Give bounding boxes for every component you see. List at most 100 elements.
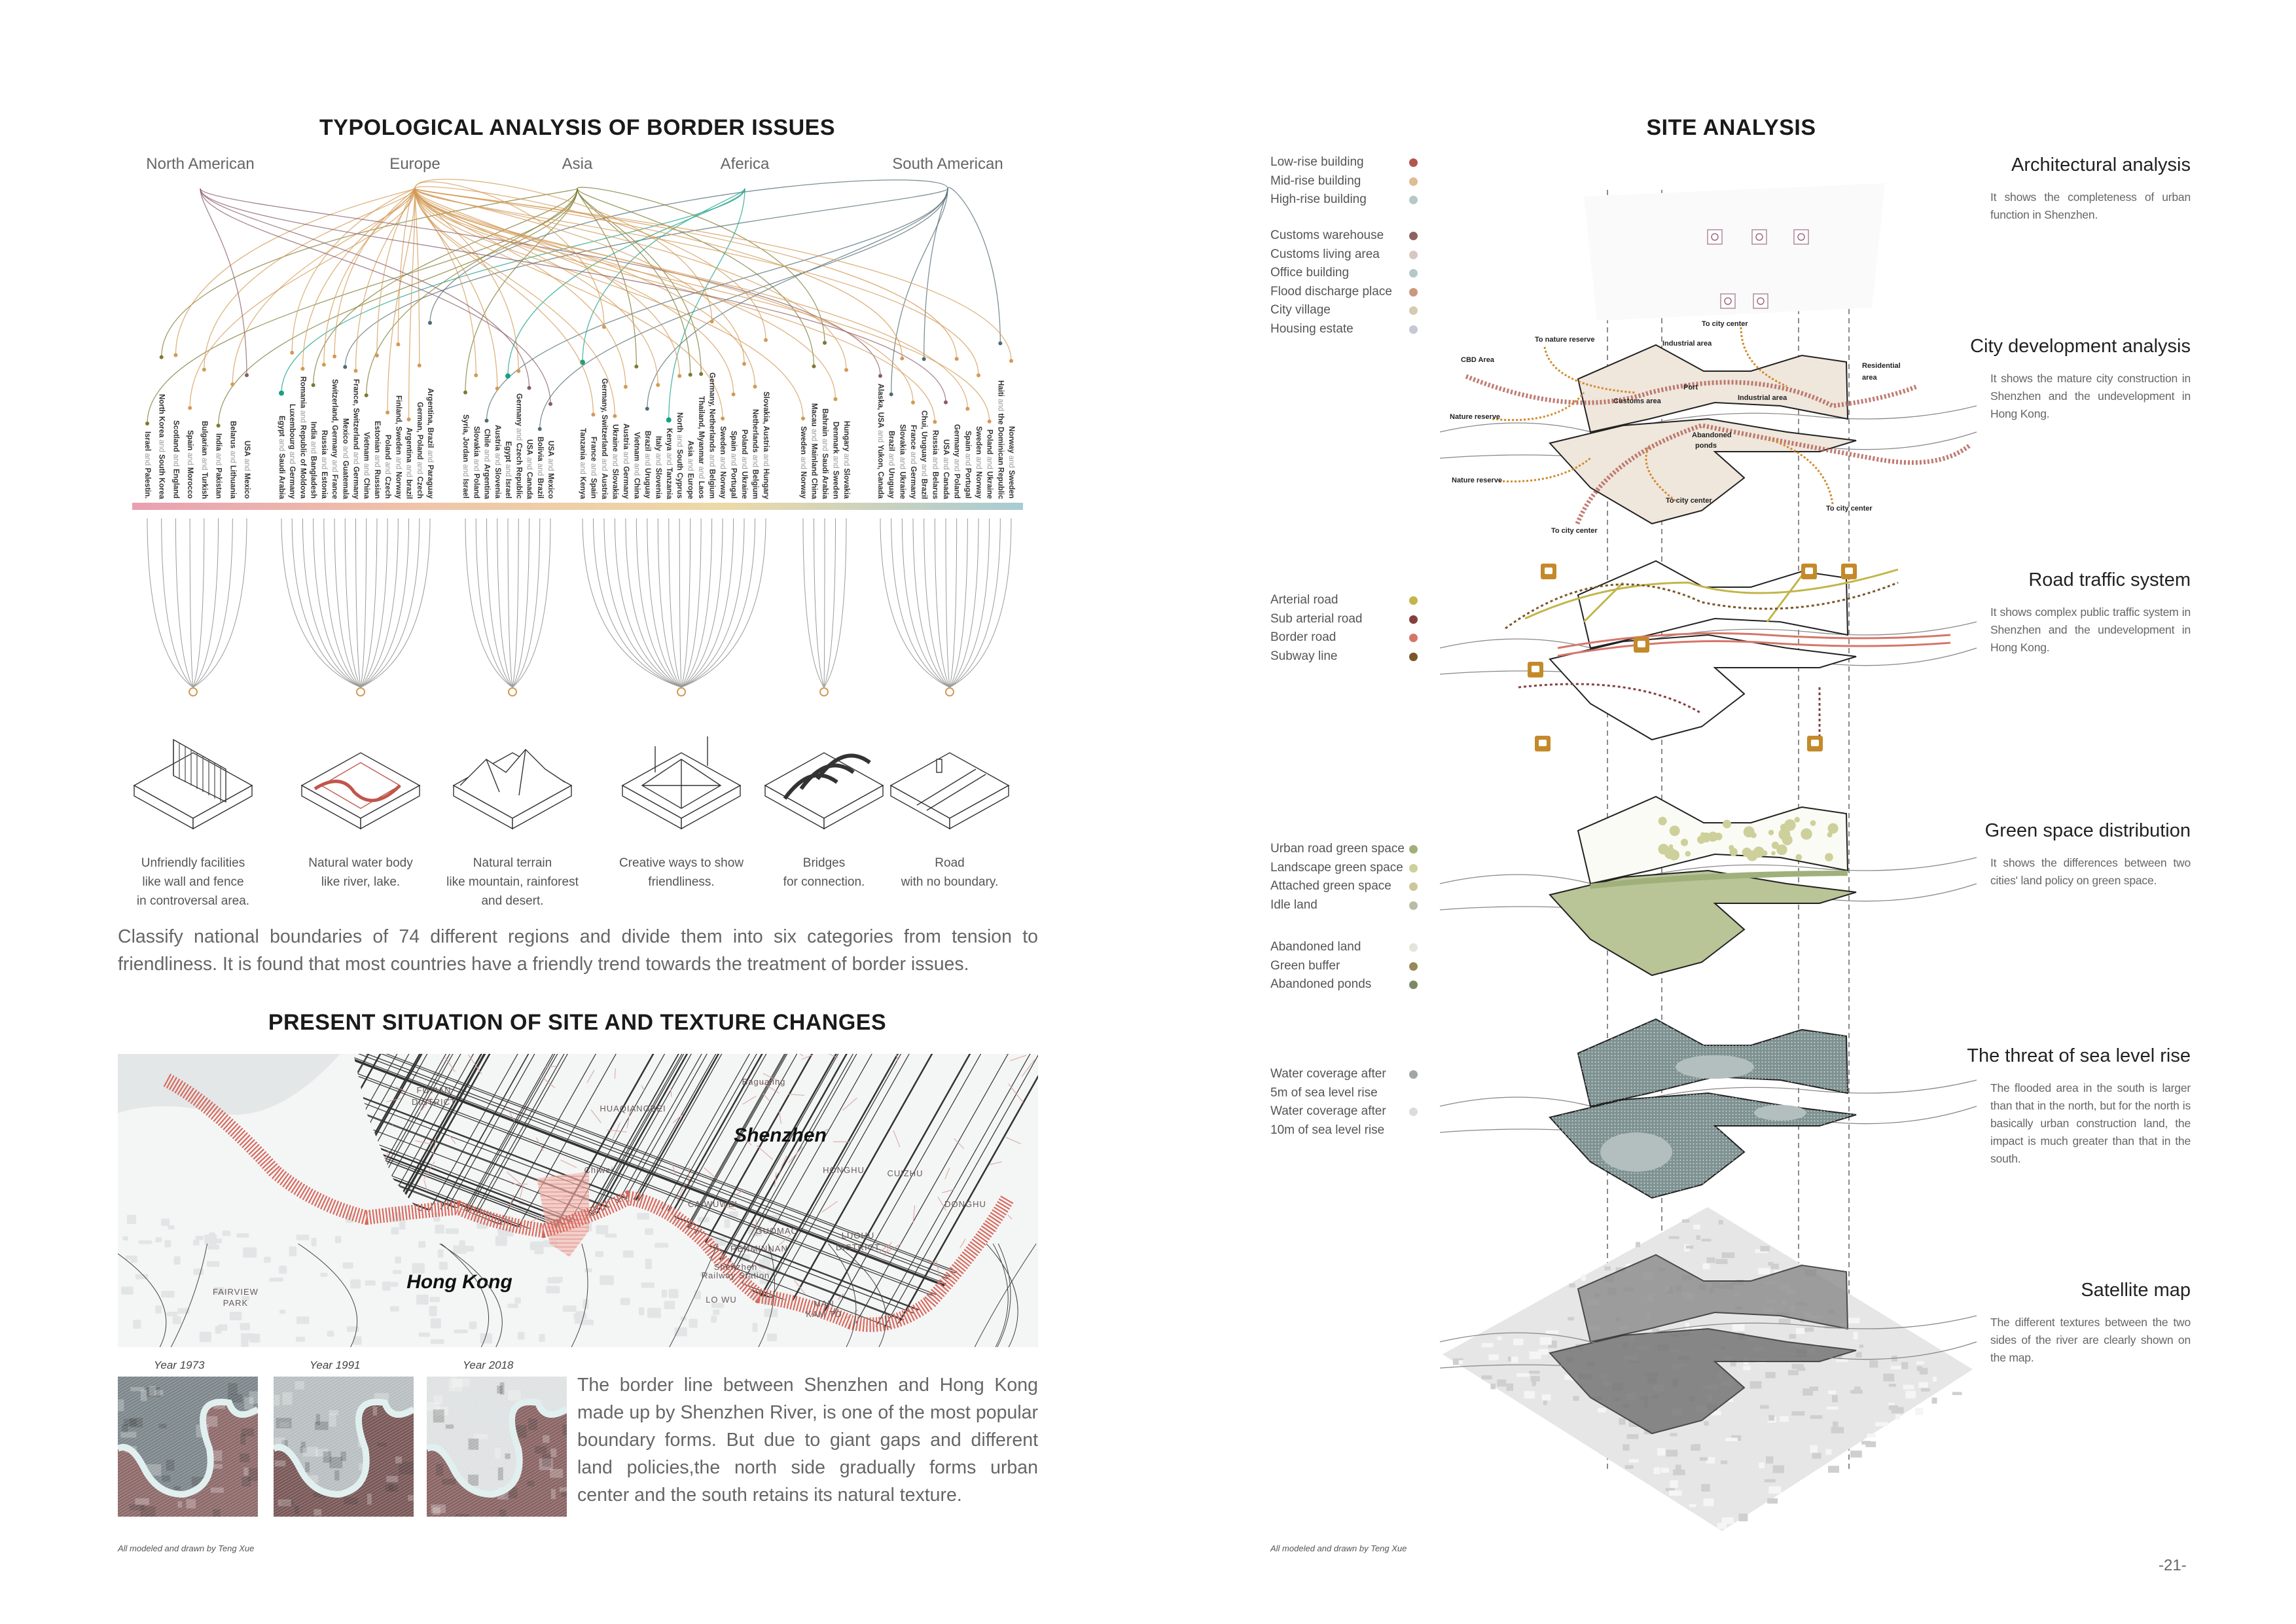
border-pair-label: Argentina and brazil — [404, 427, 413, 499]
border-pair-label: Estonian and Russian — [372, 421, 381, 499]
sea-level-layer — [1439, 1019, 1977, 1199]
region-link-curve — [414, 188, 756, 387]
legend-text: Customs warehouse — [1270, 228, 1384, 242]
legend-swatch — [1409, 962, 1418, 971]
legend-text: Housing estate — [1270, 321, 1354, 336]
region-link-curve — [414, 188, 680, 376]
border-dot — [954, 357, 959, 361]
border-dot — [998, 341, 1003, 346]
section-description: The flooded area in the south is larger … — [1990, 1081, 2191, 1165]
category-fan-line — [334, 518, 361, 688]
category-fan-line — [355, 518, 361, 688]
region-link-curve — [397, 187, 416, 345]
function-icon — [1720, 293, 1736, 309]
border-pair-label: Sweden and Norway — [719, 426, 727, 499]
function-icon — [1707, 229, 1723, 245]
region-link-curve — [507, 188, 745, 376]
legend-swatch — [1409, 615, 1418, 624]
category-node — [945, 687, 954, 696]
map-place-label: LUOHU — [842, 1231, 875, 1240]
border-pair-label: Vietnam and China — [632, 431, 641, 499]
page-number: -21- — [2159, 1557, 2187, 1574]
map-place-label: MAN — [814, 1299, 834, 1308]
category-fan-line — [681, 518, 723, 688]
region-link-curve — [200, 188, 946, 403]
green-space-dot — [1680, 839, 1689, 846]
border-dot — [656, 383, 660, 388]
map-place-label: DISTRICT — [836, 1242, 880, 1252]
category-fan-line — [475, 518, 513, 688]
legend-text: Sub arterial road — [1270, 611, 1363, 626]
legend-label: Urban road green space — [1270, 840, 1405, 859]
category-node — [356, 687, 365, 696]
legend-label: Border road — [1270, 628, 1336, 647]
legend-label: Green buffer — [1270, 957, 1340, 976]
border-pair-label: Spain and Portugal — [963, 431, 972, 499]
border-dot — [833, 397, 838, 401]
border-dot — [364, 393, 368, 397]
map-place-label: PARK — [223, 1298, 248, 1308]
border-pair-label: Norway and Sweden — [1007, 426, 1015, 499]
category-fan-line — [360, 518, 410, 688]
caption-line: Natural water body — [308, 856, 413, 870]
city-dev-label: Port — [1683, 384, 1698, 391]
city-dev-label: CBD Area — [1461, 356, 1495, 364]
border-dot — [474, 373, 478, 378]
credit-right: All modeled and drawn by Teng Xue — [1270, 1543, 1407, 1553]
region-link-curve — [414, 188, 903, 359]
region-link-curve — [355, 188, 416, 371]
category-fan-line — [512, 518, 519, 688]
category-fan-line — [823, 518, 836, 688]
legend-text: Office building — [1270, 266, 1350, 280]
legend-swatch — [1409, 943, 1418, 952]
region-link-curve — [414, 188, 420, 366]
region-link-curve — [175, 188, 416, 355]
green-space-dot — [1668, 850, 1680, 861]
region-link-curve — [414, 188, 616, 416]
green-space-dot — [1776, 844, 1787, 856]
border-dot — [878, 374, 882, 378]
caption-line: Natural terrain — [473, 856, 552, 870]
caption-line: in controversal area. — [136, 894, 250, 908]
border-dot — [844, 368, 848, 372]
border-pair-label: Switzerland, Germany and France — [331, 378, 339, 499]
credit-left: All modeled and drawn by Teng Xue — [118, 1543, 255, 1553]
region-link-curve — [539, 188, 948, 429]
category-fan-line — [657, 518, 682, 688]
region-link-curve — [414, 188, 990, 422]
green-space-dot — [1743, 826, 1755, 838]
legend-label: Arterial road — [1270, 591, 1338, 610]
region-link-curve — [414, 179, 713, 322]
region-link-curve — [577, 188, 691, 375]
region-link-curve — [414, 188, 804, 419]
year-label: Year 1991 — [310, 1359, 361, 1371]
region-link-curve — [204, 188, 416, 370]
summary-paragraph: Classify national boundaries of 74 diffe… — [118, 926, 1038, 975]
green-space-dot — [1827, 832, 1833, 838]
border-dot — [495, 386, 499, 391]
region-link-curve — [891, 188, 948, 395]
green-space-dot — [1795, 854, 1803, 861]
region-link-curve — [414, 188, 723, 419]
shenzhen-label: Shenzhen — [734, 1125, 827, 1146]
map-place-label: LO WU — [706, 1295, 737, 1305]
map-place-label: Chiwei — [584, 1165, 613, 1175]
legend-label: Subway line — [1270, 647, 1337, 666]
caption-line: friendliness. — [648, 875, 715, 889]
legend-label: Customs living area — [1270, 245, 1380, 264]
green-space-dot — [1669, 825, 1680, 837]
border-pair-label: Brazil and Uruguay — [643, 431, 651, 499]
section-title: Architectural analysis — [2011, 154, 2191, 175]
bridge-icon — [764, 752, 884, 830]
legend-label: Water coverage after 5m of sea level rise — [1270, 1065, 1386, 1102]
border-pair-label: Netherlands and Belgium — [751, 408, 759, 499]
legend-text: 5m of sea level rise — [1270, 1085, 1378, 1100]
category-fan-line — [512, 518, 529, 688]
year-satellite-thumbnail — [274, 1377, 414, 1517]
region-link-curve — [924, 188, 948, 359]
section-title: Road traffic system — [2028, 569, 2191, 590]
river-lake-icon — [300, 752, 421, 830]
legend-swatch — [1409, 882, 1418, 891]
caption-line: with no boundary. — [901, 875, 999, 889]
legend-text: Green buffer — [1270, 958, 1340, 973]
